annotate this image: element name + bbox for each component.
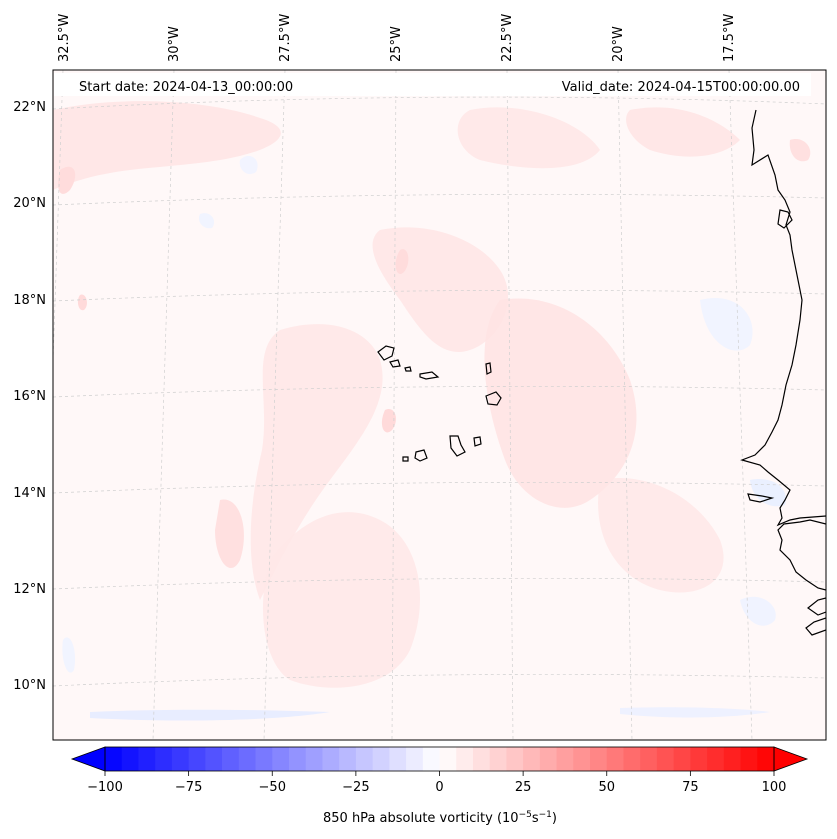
lon-tick-label: 20°W: [611, 26, 626, 62]
colorbar-segment: [272, 747, 290, 771]
colorbar-tick-label: 50: [598, 780, 615, 795]
colorbar-segment: [138, 747, 156, 771]
colorbar-tick-label: 100: [762, 780, 787, 795]
colorbar-segment: [740, 747, 758, 771]
map-panel: [53, 70, 826, 740]
lat-tick-label: 12°N: [13, 582, 46, 597]
colorbar-segments: [105, 747, 775, 771]
island-santo-antao: [377, 345, 395, 361]
colorbar-segment: [105, 747, 123, 771]
colorbar-segment: [723, 747, 741, 771]
lon-tick-labels: 32.5°W 30°W 27.5°W 25°W 22.5°W 20°W 17.5…: [57, 14, 737, 62]
lon-tick-label: 30°W: [167, 26, 182, 62]
colorbar-min-extend: [70, 746, 106, 772]
vorticity-field: [53, 101, 811, 721]
colorbar-ticks: −100 −75 −50 −25 0 25 50 75 100: [87, 771, 786, 795]
colorbar-segment: [238, 747, 256, 771]
colorbar-segment: [322, 747, 340, 771]
info-banner: [54, 73, 811, 96]
colorbar-segment: [439, 747, 457, 771]
colorbar-tick-label: 75: [682, 780, 699, 795]
colorbar-segment: [606, 747, 624, 771]
colorbar-segment: [222, 747, 240, 771]
colorbar-tick-label: −75: [175, 780, 202, 795]
colorbar-segment: [288, 747, 307, 771]
colorbar-segment: [640, 747, 658, 771]
island-sal: [485, 362, 492, 375]
island-brava: [402, 456, 409, 462]
colorbar-segment: [205, 747, 223, 771]
cape-verde-islands: [377, 345, 502, 462]
colorbar-segment: [188, 747, 206, 771]
colorbar-segment: [673, 747, 691, 771]
island-maio: [473, 436, 482, 447]
lat-tick-label: 18°N: [13, 293, 46, 308]
colorbar-segment: [121, 747, 139, 771]
colorbar-max-extend: [773, 746, 809, 772]
start-date-label: Start date: 2024-04-13_00:00:00: [79, 80, 293, 95]
lon-tick-label: 32.5°W: [57, 14, 72, 62]
colorbar-segment: [456, 747, 474, 771]
island-fogo: [414, 449, 428, 462]
lon-tick-label: 27.5°W: [278, 14, 293, 62]
lon-tick-label: 22.5°W: [500, 14, 515, 62]
lon-tick-label: 17.5°W: [722, 14, 737, 62]
colorbar-segment: [656, 747, 675, 771]
colorbar-segment: [305, 747, 323, 771]
colorbar-segment: [707, 747, 725, 771]
colorbar-segment: [523, 747, 541, 771]
valid-date-label: Valid_date: 2024-04-15T00:00:00.00: [562, 80, 800, 95]
colorbar-segment: [372, 747, 390, 771]
colorbar-segment: [556, 747, 574, 771]
colorbar-segment: [355, 747, 374, 771]
map-background: [53, 70, 826, 740]
colorbar-segment: [690, 747, 708, 771]
colorbar-segment: [171, 747, 190, 771]
colorbar-tick-label: 0: [435, 780, 443, 795]
colorbar-segment: [472, 747, 491, 771]
colorbar: −100 −75 −50 −25 0 25 50 75 100 850 hPa absolute…: [70, 746, 809, 826]
island-boa-vista: [485, 391, 502, 406]
lat-tick-label: 16°N: [13, 389, 46, 404]
colorbar-segment: [155, 747, 173, 771]
colorbar-segment: [590, 747, 608, 771]
colorbar-segment: [623, 747, 641, 771]
colorbar-tick-label: −50: [259, 780, 286, 795]
lat-tick-label: 10°N: [13, 678, 46, 693]
graticule: [53, 70, 826, 740]
island-santa-luzia: [404, 366, 412, 372]
island-santiago: [449, 435, 466, 457]
colorbar-segment: [539, 747, 557, 771]
colorbar-segment: [757, 747, 775, 771]
colorbar-segment: [573, 747, 591, 771]
colorbar-segment: [406, 747, 424, 771]
lat-tick-label: 20°N: [13, 196, 46, 211]
lon-tick-label: 25°W: [389, 26, 404, 62]
lat-tick-label: 22°N: [13, 100, 46, 115]
colorbar-tick-label: −25: [342, 780, 369, 795]
colorbar-segment: [489, 747, 507, 771]
map-frame: [52, 69, 827, 741]
colorbar-segment: [255, 747, 273, 771]
colorbar-label: 850 hPa absolute vorticity (10−5s−1): [323, 810, 557, 826]
colorbar-segment: [422, 747, 440, 771]
island-sao-vicente: [389, 359, 401, 368]
coastline: [740, 109, 826, 636]
lat-tick-labels: 22°N 20°N 18°N 16°N 14°N 12°N 10°N: [13, 100, 46, 693]
island-sao-nicolau: [419, 371, 440, 380]
colorbar-tick-label: −100: [87, 780, 123, 795]
colorbar-segment: [339, 747, 357, 771]
colorbar-segment: [389, 747, 407, 771]
colorbar-segment: [506, 747, 524, 771]
colorbar-tick-label: 25: [515, 780, 532, 795]
lat-tick-label: 14°N: [13, 486, 46, 501]
